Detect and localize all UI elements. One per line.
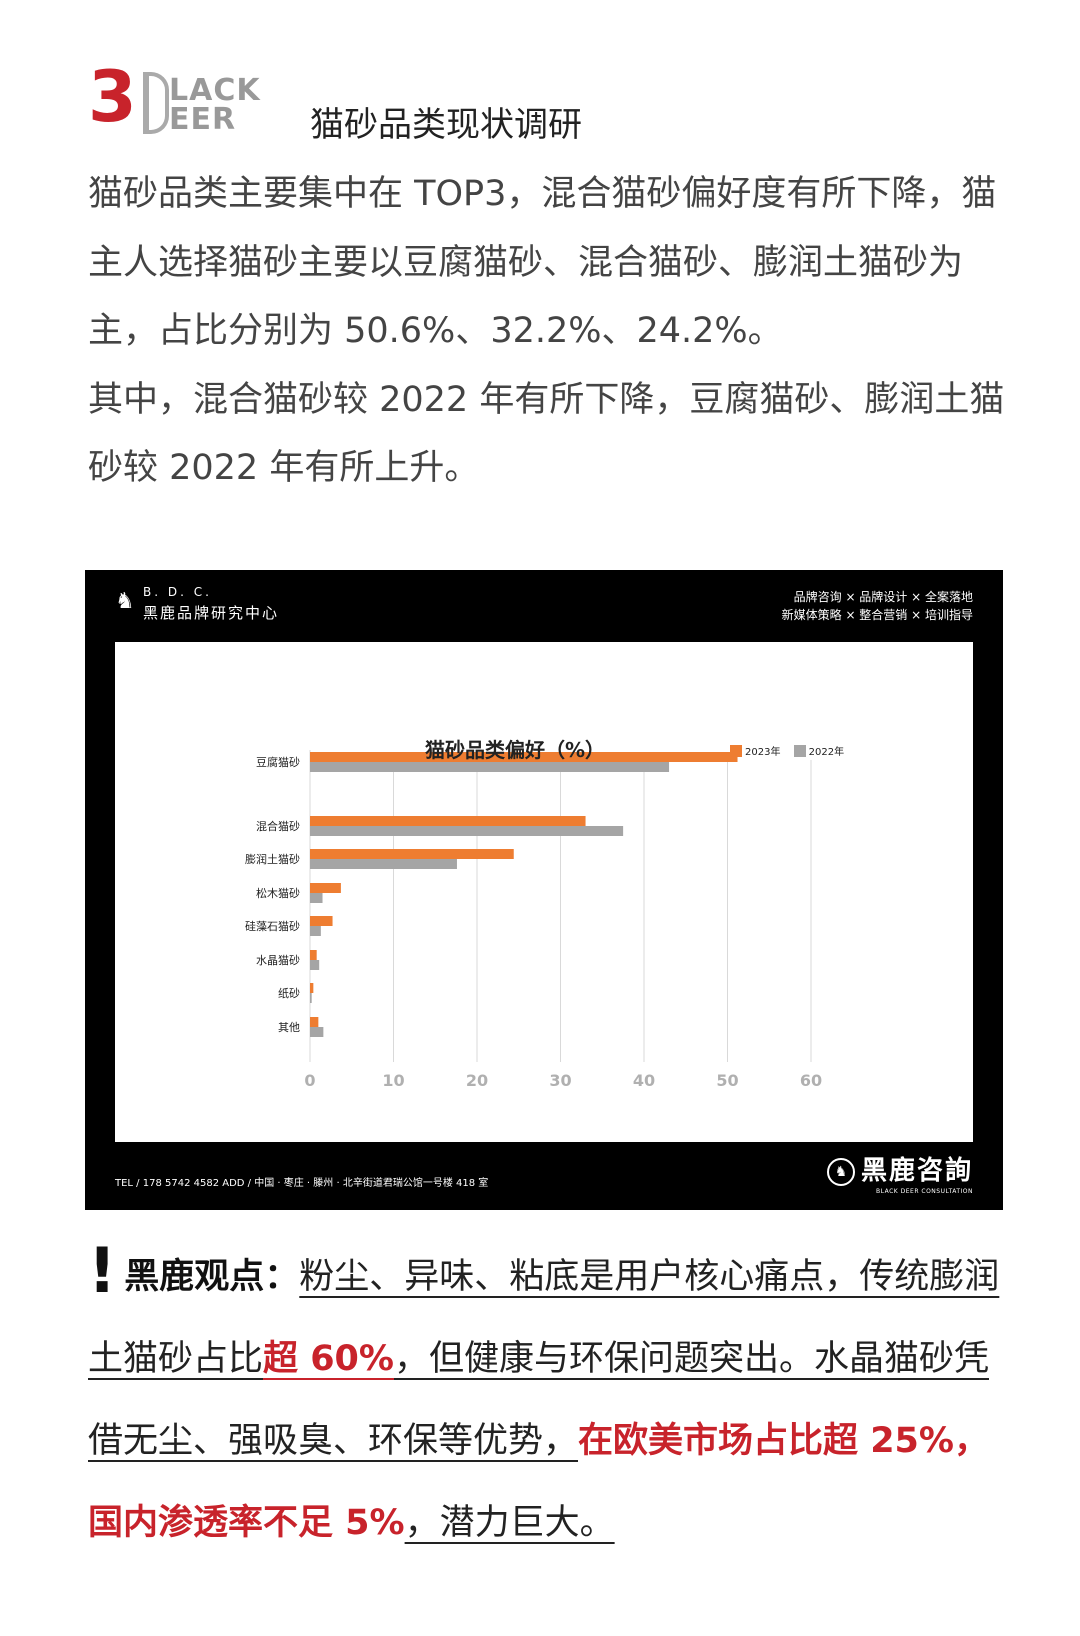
opinion-s4: 在欧美市场占比超 25%，国内渗透率不足 5% [88,1421,989,1543]
legend-swatch-2023 [730,745,742,757]
bar-2022 [310,893,323,903]
logo-line2: EER [169,102,237,137]
section-number: 3 [88,56,137,138]
chart-legend: 2023年 2022年 [730,743,854,758]
bar-2022 [310,762,670,772]
bar-2023 [310,883,341,893]
category-label: 其他 [278,1021,300,1034]
bar-2023 [310,1017,319,1027]
bar-2022 [310,960,320,970]
legend-item-2022: 2022年 [793,743,845,758]
bar-2023 [310,849,514,859]
opinion-block: ! 黑鹿观点：粉尘、异味、粘底是用户核心痛点，传统膨润土猫砂占比超 60%，但健康… [88,1230,1008,1564]
intro-p2: 其中，混合猫砂较 2022 年有所下降，豆腐猫砂、膨润土猫砂较 2022 年有所… [88,379,1005,489]
opinion-lead: 黑鹿观点： [124,1257,300,1297]
x-tick-label: 40 [633,1071,655,1090]
chart-card: ♞ B. D. C. 黑鹿品牌研究中心 品牌咨询 × 品牌设计 × 全案落地 新… [85,570,1003,1210]
bar-2023 [310,916,333,926]
opinion-s3: ，但健康与环保问题突出。水晶猫砂凭借无尘、强吸臭、环保等优势， [88,1339,989,1461]
x-tick-label: 60 [800,1071,822,1090]
category-label: 水晶猫砂 [256,954,300,967]
chart-title: 猫砂品类偏好（%） [425,738,606,762]
logo-b-mark [143,72,169,134]
services-list: 品牌咨询 × 品牌设计 × 全案落地 新媒体策略 × 整合营销 × 培训指导 [782,588,973,624]
bar-2022 [310,926,321,936]
category-label: 混合猫砂 [256,819,300,833]
bar-2022 [310,1027,324,1037]
x-tick-label: 50 [716,1071,738,1090]
legend-label-2022: 2022年 [808,747,845,758]
section-title: 猫砂品类现状调研 [310,105,582,145]
deer-head-icon: ♞ [826,1158,855,1186]
footer-logo-name: 黑鹿咨詢 [860,1156,973,1186]
bar-2023 [310,752,738,762]
intro-p1: 猫砂品类主要集中在 TOP3，混合猫砂偏好度有所下降，猫主人选择猫砂主要以豆腐猫… [88,174,997,351]
legend-label-2023: 2023年 [745,747,781,758]
category-label: 豆腐猫砂 [256,755,300,769]
opinion-s5: ，潜力巨大。 [404,1503,615,1543]
services-line2: 新媒体策略 × 整合营销 × 培训指导 [781,608,973,622]
legend-swatch-2022 [793,745,806,757]
contact-info: TEL / 178 5742 4582 ADD / 中国 · 枣庄 · 滕州 ·… [115,1178,489,1189]
category-label: 硅藻石猫砂 [245,920,300,933]
brand-name: 黑鹿品牌研究中心 [143,604,280,622]
footer-logo-en: BLACK DEER CONSULTATION [875,1188,973,1195]
category-label: 膨润土猫砂 [245,852,300,866]
category-label: 松木猫砂 [256,886,300,900]
bar-2022 [310,859,457,869]
x-tick-label: 20 [466,1071,488,1090]
category-label: 纸砂 [278,987,300,1000]
bar-2023 [310,950,317,960]
opinion-s2: 超 60% [263,1339,394,1379]
intro-paragraph: 猫砂品类主要集中在 TOP3，混合猫砂偏好度有所下降，猫主人选择猫砂主要以豆腐猫… [88,160,1008,503]
opinion-s1: 粉尘、异味、粘底是用户核心痛点，传统膨润土猫砂占比 [88,1257,1000,1379]
chart-panel: 0 10 20 30 40 50 60 豆腐猫砂混合猫砂膨润土猫砂松木猫砂硅藻石猫砂水晶猫砂纸… [115,642,973,1142]
x-tick-label: 30 [549,1071,571,1090]
deer-icon: ♞ [115,589,135,614]
brand-code: B. D. C. [143,585,212,599]
bar-2023 [310,816,586,826]
exclamation-icon: ! [88,1234,117,1307]
black-deer-logo: LACK EER [143,72,273,137]
legend-item-2023: 2023年 [730,743,780,758]
x-tick-label: 10 [382,1071,404,1090]
services-line1: 品牌咨询 × 品牌设计 × 全案落地 [793,590,973,604]
bar-2022 [310,993,312,1003]
footer-logo: ♞ 黑鹿咨詢 BLACK DEER CONSULTATION [826,1156,973,1195]
bar-2022 [310,826,624,836]
x-tick-label: 0 [304,1071,315,1090]
logo-line1: LACK [169,73,261,108]
bar-2023 [310,983,314,993]
bar-chart: 0 10 20 30 40 50 60 豆腐猫砂混合猫砂膨润土猫砂松木猫砂硅藻石猫砂水晶猫砂纸… [245,750,822,1090]
